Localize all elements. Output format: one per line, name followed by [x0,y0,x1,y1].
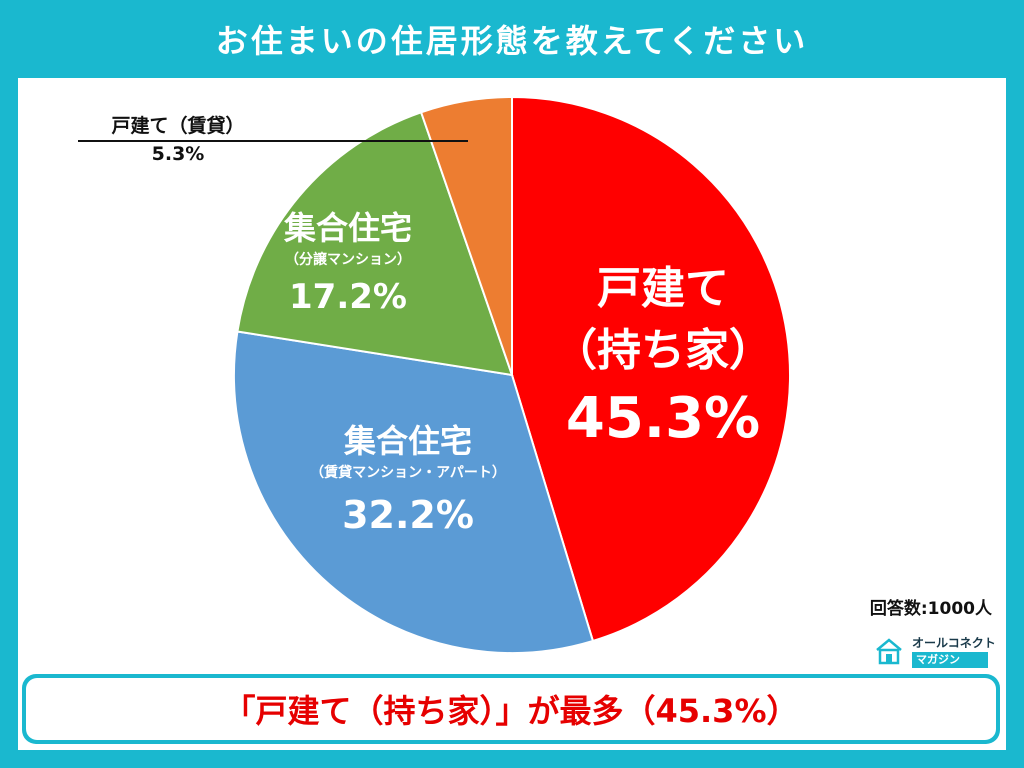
slice-name: 戸建て [597,263,729,314]
slice-label-house-owned: 戸建て （持ち家） 45.3% [513,258,813,456]
house-icon [876,638,902,665]
chart-title: お住まいの住居形態を教えてください [215,22,809,60]
slice-label-house-rental: 戸建て（賃貸） 5.3% [88,112,268,168]
slice-label-apartment-rental: 集合住宅 （賃貸マンション・アパート） 32.2% [258,421,558,545]
summary-box: 「戸建て（持ち家）」が最多（45.3%） [22,674,1000,744]
slice-name: 集合住宅 [343,422,472,460]
pie-chart [233,95,791,654]
leader-line [78,140,468,142]
logo-text-bottom: マガジン [912,652,988,668]
brand-logo: オールコネクト マガジン [874,634,996,670]
pie-slice-house-rental [419,95,513,376]
slice-label-condo-owned: 集合住宅 （分譲マンション） 17.2% [238,208,458,322]
slice-subname: （分譲マンション） [285,252,411,268]
slice-name: 戸建て（賃貸） [111,115,245,137]
pie-slice-apartment-rental [233,330,595,654]
slice-value: 45.3% [565,386,761,451]
slice-value: 32.2% [342,493,474,537]
slice-name: 集合住宅 [283,209,412,247]
summary-text: 「戸建て（持ち家）」が最多（45.3%） [26,678,996,740]
chart-panel: 戸建て （持ち家） 45.3% 集合住宅 （賃貸マンション・アパート） 32.2… [18,78,1006,750]
slice-value: 17.2% [289,277,407,317]
slice-value: 5.3% [151,143,205,165]
response-count: 回答数:1000人 [869,599,992,619]
slice-subname: （持ち家） [553,325,773,376]
logo-text-top: オールコネクト [912,636,996,650]
pie-slice-house-owned [511,95,791,643]
slice-subname: （賃貸マンション・アパート） [310,465,506,481]
